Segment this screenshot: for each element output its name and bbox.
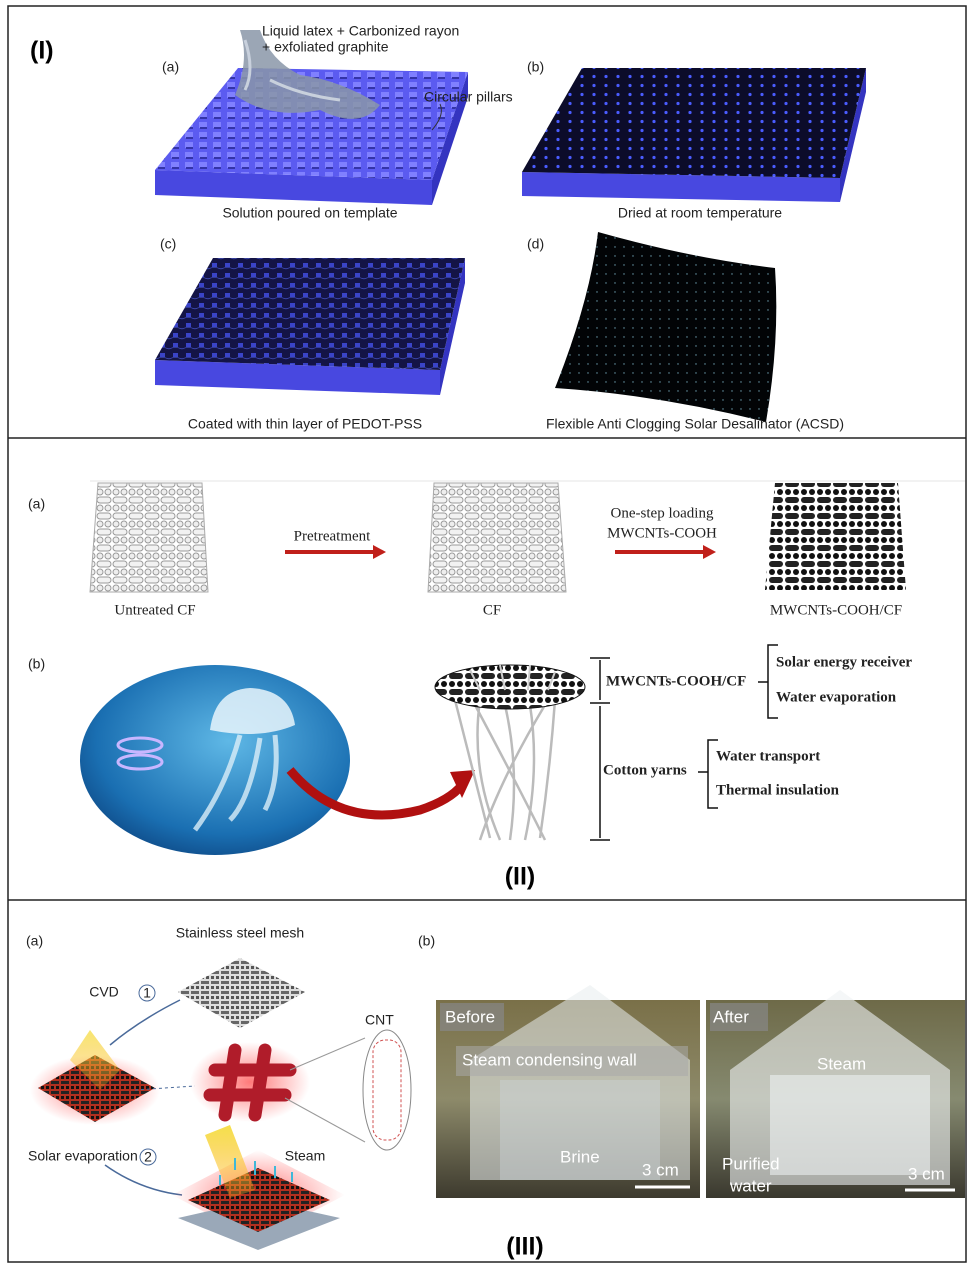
annotation: Circular pillars: [424, 89, 513, 105]
template-a: [155, 30, 468, 205]
step-number: 1: [143, 985, 151, 1001]
subfigure-label: (b): [28, 656, 45, 672]
step-number: 2: [144, 1149, 152, 1165]
step-label: CF: [483, 602, 501, 618]
caption: Solution poured on template: [222, 205, 397, 221]
step-label: MWCNTs-COOH/CF: [770, 602, 902, 618]
step-badge: [138, 984, 156, 1002]
scale-label: 3 cm: [908, 1164, 945, 1183]
frame: [7, 5, 967, 1263]
part-label: MWCNTs-COOH/CF: [606, 673, 746, 689]
annotation: Liquid latex + Carbonized rayon: [262, 23, 459, 39]
annotation: Stainless steel mesh: [176, 925, 304, 941]
photo-label: water: [729, 1176, 772, 1195]
arrow-label: One-step loading: [611, 505, 714, 521]
flexible-sheet: [555, 232, 777, 422]
jellyfish-photo: [80, 665, 475, 855]
subfigure-label: (a): [26, 933, 43, 949]
photo-after: [706, 990, 965, 1198]
subfigure-label: (c): [160, 236, 176, 252]
arrow-label: Pretreatment: [294, 528, 371, 544]
panel-label: (III): [506, 1233, 544, 1261]
photo-label: Before: [445, 1007, 495, 1026]
function-label: Solar energy receiver: [776, 654, 912, 670]
arrow: [615, 545, 716, 559]
cnt-cross: [190, 1029, 412, 1151]
panel-label: (I): [30, 37, 54, 65]
template-b: [522, 68, 866, 202]
evaporator: [434, 664, 586, 841]
subfigure-label: (b): [527, 59, 544, 75]
subfigure-label: (d): [527, 236, 544, 252]
photo-label: Steam: [817, 1054, 866, 1073]
arrow: [104, 1164, 183, 1196]
annotation: Steam: [285, 1148, 325, 1164]
step-label: Untreated CF: [114, 602, 195, 618]
scale-label: 3 cm: [642, 1160, 679, 1179]
fabric: [89, 482, 209, 593]
evaporator-device: [172, 1125, 345, 1250]
subfigure-label: (a): [28, 496, 45, 512]
caption: Coated with thin layer of PEDOT-PSS: [188, 416, 422, 432]
photo-label: Purified: [722, 1154, 780, 1173]
step-label: Solar evaporation: [28, 1148, 138, 1164]
step-label: CVD: [89, 984, 119, 1000]
photo-label: Brine: [560, 1147, 600, 1166]
caption: Dried at room temperature: [618, 205, 782, 221]
photo-label: Steam condensing wall: [462, 1050, 637, 1069]
bracket: [590, 644, 778, 841]
caption: Flexible Anti Clogging Solar Desalinator…: [546, 416, 844, 432]
annotation: CNT: [365, 1012, 394, 1028]
function-label: Water evaporation: [776, 689, 897, 705]
heated-mesh: [30, 1030, 160, 1125]
subfigure-label: (b): [418, 933, 435, 949]
photo-label: After: [713, 1007, 749, 1026]
fabric: [765, 483, 906, 590]
arrow-label: MWCNTs-COOH: [607, 525, 717, 541]
photo-before: [436, 985, 700, 1198]
mesh: [178, 958, 305, 1028]
function-label: Water transport: [716, 748, 820, 764]
arrow: [285, 545, 386, 559]
step-badge: [139, 1148, 157, 1166]
fabric: [427, 482, 567, 593]
template-c: [155, 258, 465, 395]
panel-label: (II): [505, 863, 536, 891]
arrow: [109, 999, 181, 1046]
function-label: Thermal insulation: [716, 782, 840, 798]
arrow: [134, 1085, 196, 1091]
annotation: + exfoliated graphite: [262, 39, 389, 55]
part-label: Cotton yarns: [603, 762, 687, 778]
subfigure-label: (a): [162, 59, 179, 75]
